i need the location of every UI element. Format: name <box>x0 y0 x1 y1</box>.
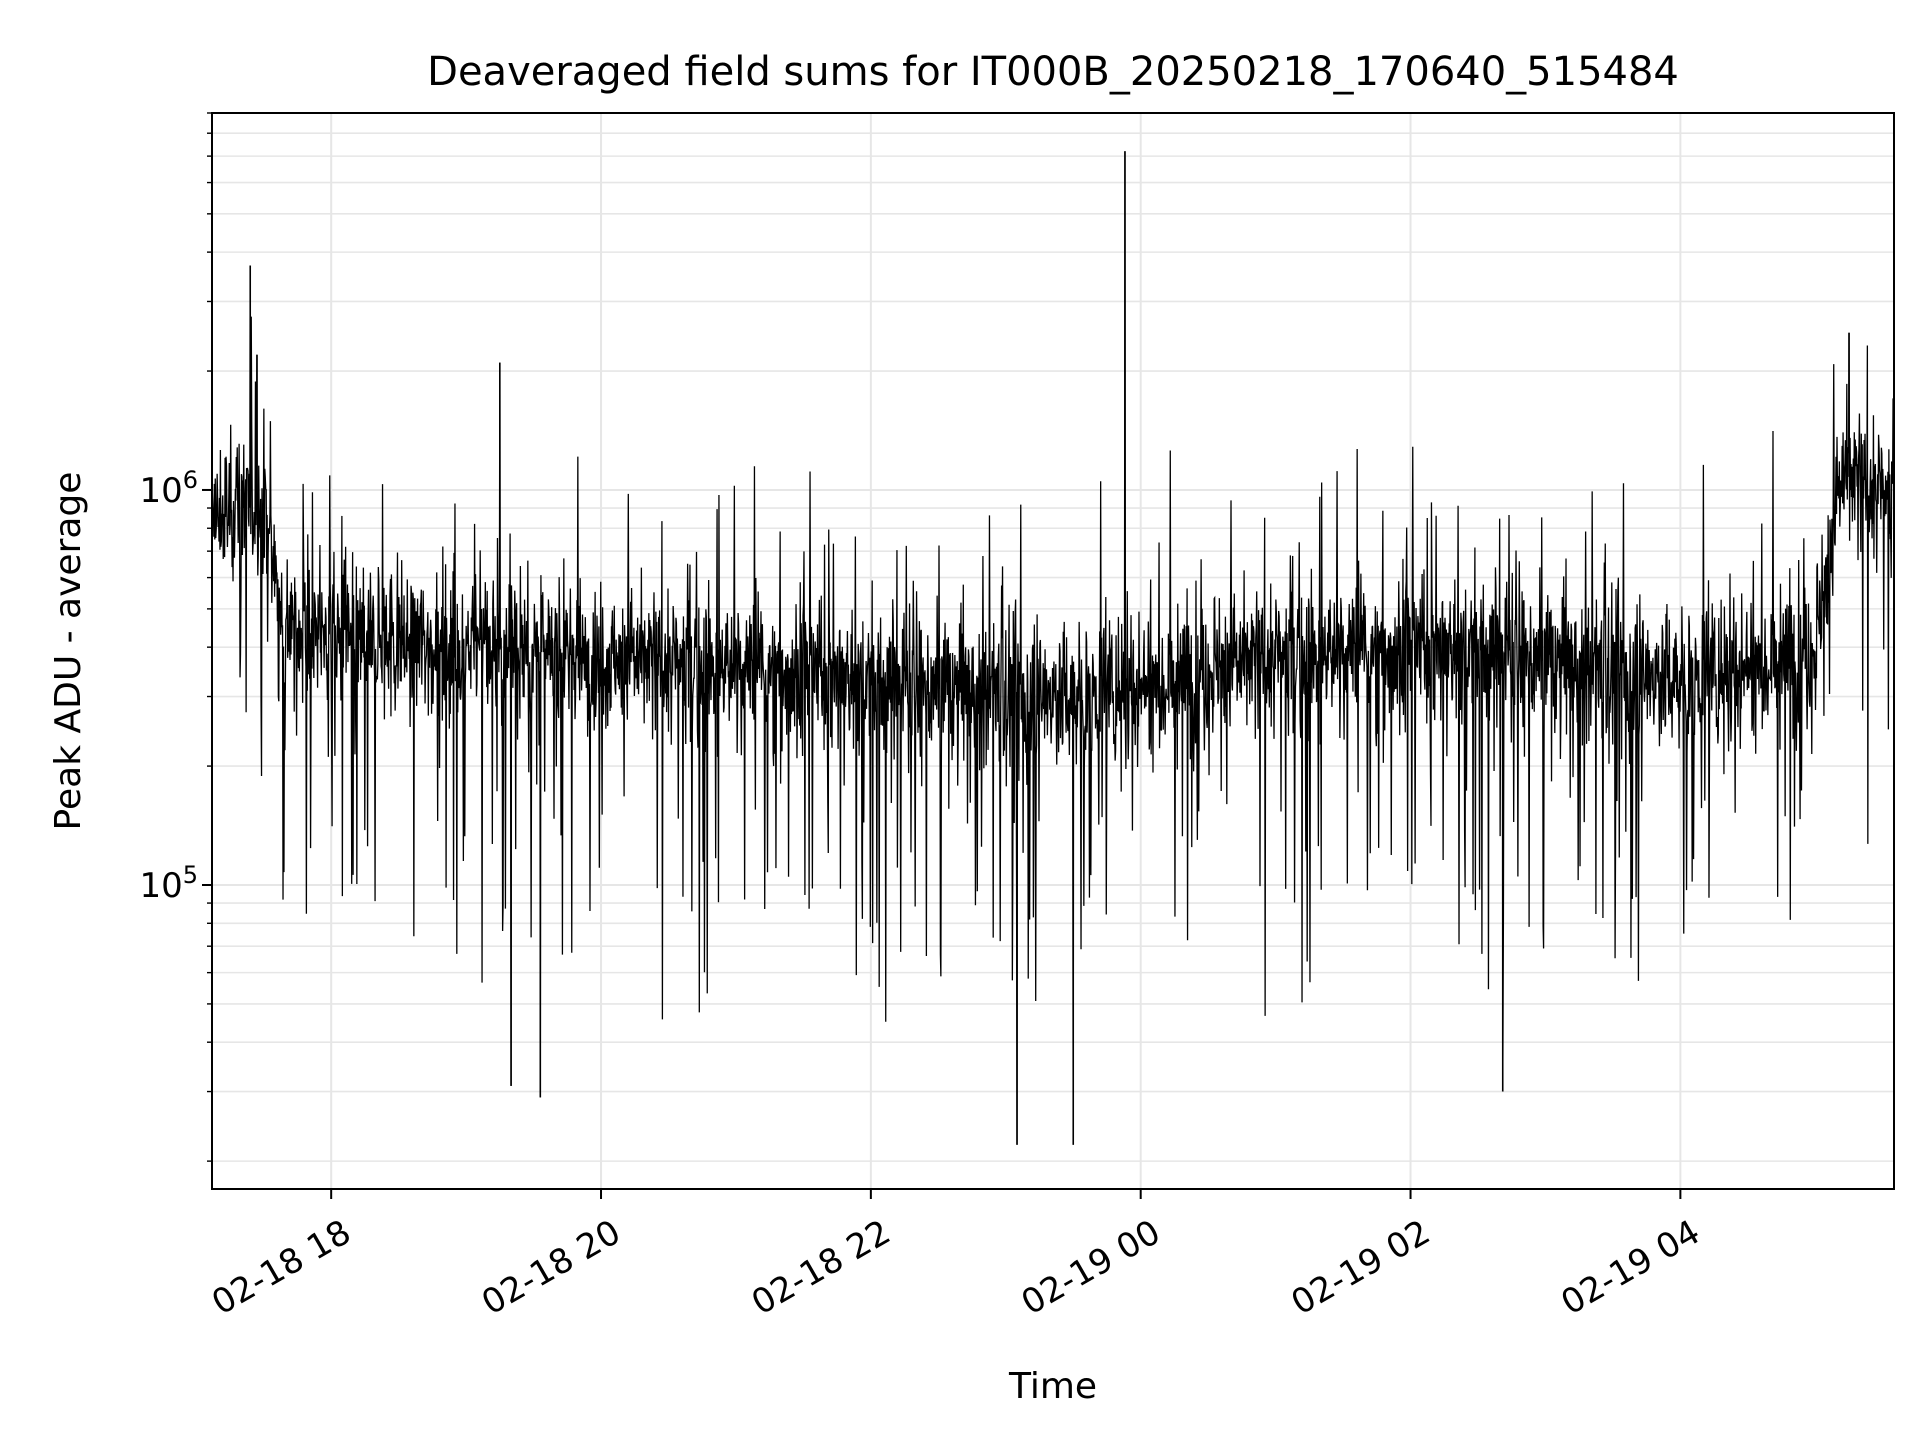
chart-title: Deaveraged field sums for IT000B_2025021… <box>427 49 1679 95</box>
series-line <box>211 151 1895 1145</box>
series-line-path <box>211 151 1895 1145</box>
y-tick-label: 106 <box>139 466 198 511</box>
y-tick-label: 105 <box>139 861 198 906</box>
x-axis-label: Time <box>1008 1366 1097 1407</box>
y-axis-label: Peak ADU - average <box>48 472 89 831</box>
plot-frame <box>211 112 1895 1190</box>
